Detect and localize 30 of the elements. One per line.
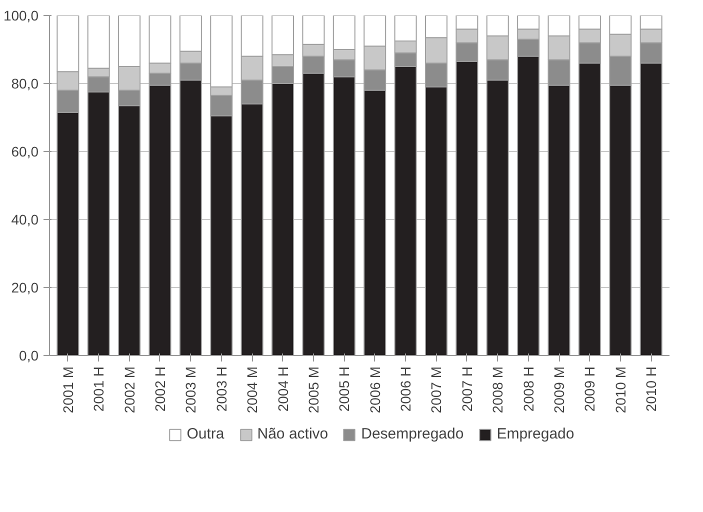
legend-label: Não activo bbox=[257, 426, 328, 442]
y-tick-label: 80,0 bbox=[11, 76, 39, 92]
x-tick-label: 2002 H bbox=[152, 366, 168, 412]
x-tick-label: 2002 M bbox=[121, 366, 138, 414]
y-tick-label: 100,0 bbox=[3, 8, 39, 24]
x-tick-label: 2007 M bbox=[428, 366, 444, 414]
x-tick-label: 2010 H bbox=[643, 366, 660, 412]
x-tick-label: 2001 H bbox=[90, 366, 107, 412]
x-tick-label: 2003 M bbox=[182, 366, 199, 414]
x-tick-label: 2009 H bbox=[582, 366, 598, 412]
x-tick-label: 2010 M bbox=[612, 366, 628, 414]
legend-label: Desempregado bbox=[361, 426, 464, 442]
legend-label: Outra bbox=[186, 426, 224, 442]
y-tick-label: 60,0 bbox=[11, 144, 39, 160]
x-tick-label: 2003 H bbox=[213, 366, 230, 412]
y-tick-label: 20,0 bbox=[11, 280, 39, 296]
x-tick-label: 2008 M bbox=[490, 366, 506, 414]
x-tick-label: 2004 M bbox=[244, 366, 260, 414]
y-tick-label: 0,0 bbox=[19, 348, 39, 364]
y-tick-label: 40,0 bbox=[11, 212, 39, 228]
x-tick-label: 2006 H bbox=[398, 366, 414, 412]
legend-label: Empregado bbox=[496, 426, 574, 442]
x-tick-label: 2001 M bbox=[60, 366, 76, 414]
x-tick-label: 2005 H bbox=[336, 366, 352, 412]
x-tick-label: 2008 H bbox=[520, 366, 536, 412]
x-tick-label: 2007 H bbox=[458, 366, 475, 412]
x-tick-label: 2005 M bbox=[305, 366, 322, 414]
x-tick-label: 2009 M bbox=[551, 366, 568, 414]
x-tick-label: 2006 M bbox=[366, 366, 383, 414]
x-tick-label: 2004 H bbox=[274, 366, 291, 412]
